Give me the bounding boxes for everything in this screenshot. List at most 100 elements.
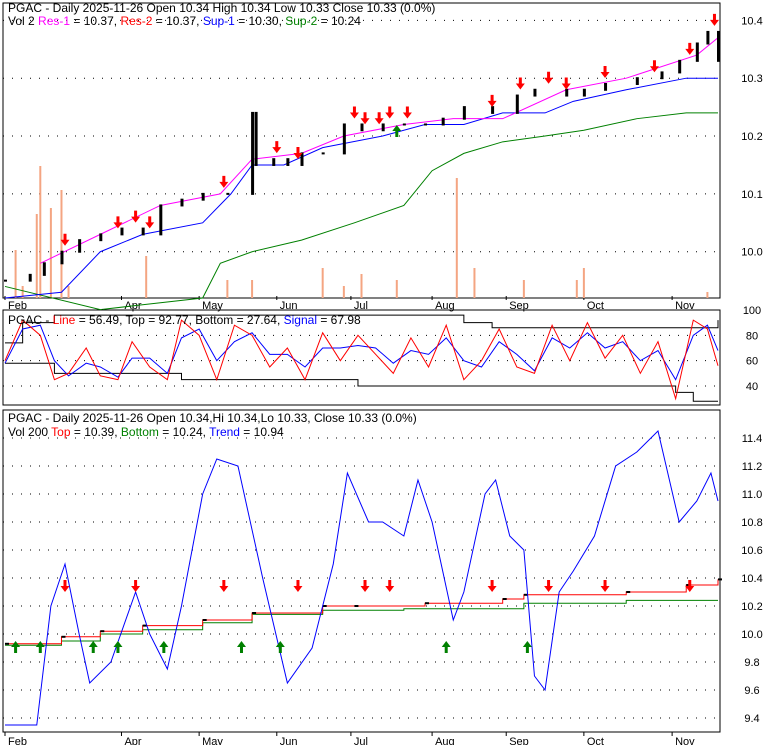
y-tick-label: 10.2 bbox=[741, 131, 762, 143]
signal-label: Signal bbox=[284, 313, 317, 327]
down-arrow-icon bbox=[709, 13, 719, 26]
down-arrow-icon bbox=[60, 233, 70, 246]
down-arrow-icon bbox=[219, 175, 229, 188]
panel-frame-2 bbox=[2, 309, 721, 406]
y-tick-label: 10.4 bbox=[741, 573, 762, 585]
volume-bar bbox=[60, 190, 63, 298]
x-tick-label: Jun bbox=[280, 736, 298, 745]
y-tick-label: 10.8 bbox=[741, 517, 762, 529]
down-arrow-icon bbox=[272, 141, 282, 154]
up-arrow-icon bbox=[113, 641, 123, 653]
down-arrow-icon bbox=[360, 580, 370, 592]
price-bar bbox=[533, 88, 537, 97]
volume-bar bbox=[39, 166, 42, 298]
bottom-line bbox=[5, 362, 718, 402]
down-arrow-icon bbox=[600, 580, 610, 592]
volume-bar bbox=[395, 280, 398, 298]
x-tick-label: May bbox=[202, 736, 223, 745]
x-tick-label: Nov bbox=[675, 736, 695, 745]
price-bar bbox=[635, 77, 639, 85]
signal-value: = 67.98 bbox=[317, 313, 361, 327]
price-bar bbox=[424, 123, 428, 126]
panel1-legend: Vol 2 Res-1 = 10.37, Res-2 = 10.37, Sup-… bbox=[8, 14, 361, 28]
x-tick-label: Sep bbox=[509, 736, 529, 745]
x-tick-label: Nov bbox=[675, 300, 695, 312]
price-bar bbox=[381, 123, 385, 132]
down-arrow-icon bbox=[293, 146, 303, 159]
y-tick-label: 10.0 bbox=[741, 247, 762, 259]
volume-bar bbox=[67, 286, 70, 298]
price-bar bbox=[272, 158, 276, 166]
down-arrow-icon bbox=[487, 94, 497, 107]
price-bar bbox=[515, 94, 519, 114]
down-arrow-icon bbox=[145, 216, 155, 229]
oscillator-panel: 100 80 60 40 bbox=[3, 305, 761, 402]
y-tick-label: 11.4 bbox=[742, 433, 763, 445]
bottom-label: Bottom bbox=[121, 425, 159, 439]
up-arrow-icon bbox=[392, 125, 402, 137]
res1-label: Res-1 bbox=[38, 14, 70, 28]
down-arrow-icon bbox=[685, 580, 695, 592]
x-tick-label: Jun bbox=[280, 300, 298, 312]
x-tick-label: Jul bbox=[354, 736, 368, 745]
res1-line bbox=[40, 37, 719, 264]
y-tick-label: 9.4 bbox=[744, 713, 759, 725]
signal-line bbox=[4, 324, 719, 381]
volume-bar bbox=[360, 274, 363, 298]
y-tick-label: 10.1 bbox=[741, 189, 762, 201]
price-bar bbox=[321, 152, 325, 155]
y-tick-label: 40 bbox=[746, 381, 758, 393]
price-bar bbox=[78, 239, 82, 253]
x-tick-label: Oct bbox=[587, 300, 604, 312]
price-bar bbox=[462, 106, 466, 120]
vol-label: Vol 2 bbox=[8, 14, 35, 28]
res2-value: = 10.37, bbox=[152, 14, 202, 28]
x-tick-label: Aug bbox=[435, 736, 455, 745]
price-bar bbox=[491, 106, 495, 114]
panel1-title: PGAC - Daily 2025-11-26 Open 10.34 High … bbox=[8, 1, 435, 15]
down-arrow-icon bbox=[561, 77, 571, 90]
price-bar bbox=[402, 123, 406, 126]
up-arrow-icon bbox=[275, 641, 285, 653]
trend-panel: 11.4 11.2 11.0 10.8 10.6 10.4 10.2 10.0 9.8 9.6 9.… bbox=[3, 430, 763, 745]
price-bar bbox=[141, 227, 145, 236]
down-arrow-icon bbox=[402, 106, 412, 119]
y-tick-label: 60 bbox=[746, 356, 758, 368]
panel2-legend: PGAC - Line = 56.49, Top = 92.77, Bottom… bbox=[8, 313, 361, 327]
volume-bar bbox=[575, 280, 578, 298]
up-arrow-icon bbox=[35, 641, 45, 653]
price-bar bbox=[565, 88, 569, 97]
price-bar bbox=[42, 262, 46, 276]
y-tick-label: 9.6 bbox=[744, 685, 759, 697]
sup1-line bbox=[4, 77, 718, 299]
x-tick-label: Sep bbox=[509, 300, 529, 312]
panel-frame-1 bbox=[2, 2, 721, 299]
price-bar bbox=[180, 198, 184, 207]
oscillator-line bbox=[4, 319, 719, 401]
price-bar bbox=[660, 71, 664, 80]
price-bar bbox=[342, 123, 346, 155]
down-arrow-icon bbox=[600, 65, 610, 78]
y-tick-label: 100 bbox=[743, 305, 761, 317]
up-arrow-icon bbox=[159, 641, 169, 653]
volume-bar bbox=[342, 286, 345, 298]
price-bar bbox=[360, 123, 364, 132]
x-tick-label: Oct bbox=[587, 736, 604, 745]
up-arrow-icon bbox=[88, 641, 98, 653]
price-bar bbox=[286, 158, 290, 166]
x-tick-label: Feb bbox=[8, 300, 27, 312]
down-arrow-icon bbox=[131, 580, 141, 592]
trend-label: Trend bbox=[209, 425, 240, 439]
line-value: = 56.49, Top = 92.77, Bottom = 27.64, bbox=[75, 313, 283, 327]
sup2-line bbox=[4, 112, 718, 311]
down-arrow-icon bbox=[219, 580, 229, 592]
panel3-legend: Vol 200 Top = 10.39, Bottom = 10.24, Tre… bbox=[8, 425, 284, 439]
price-bar bbox=[120, 227, 124, 236]
volume-bar bbox=[35, 214, 38, 298]
up-arrow-icon bbox=[522, 641, 532, 653]
volume-bar bbox=[582, 268, 585, 298]
price-bar bbox=[717, 30, 720, 62]
sup1-value: = 10.30, bbox=[235, 14, 285, 28]
